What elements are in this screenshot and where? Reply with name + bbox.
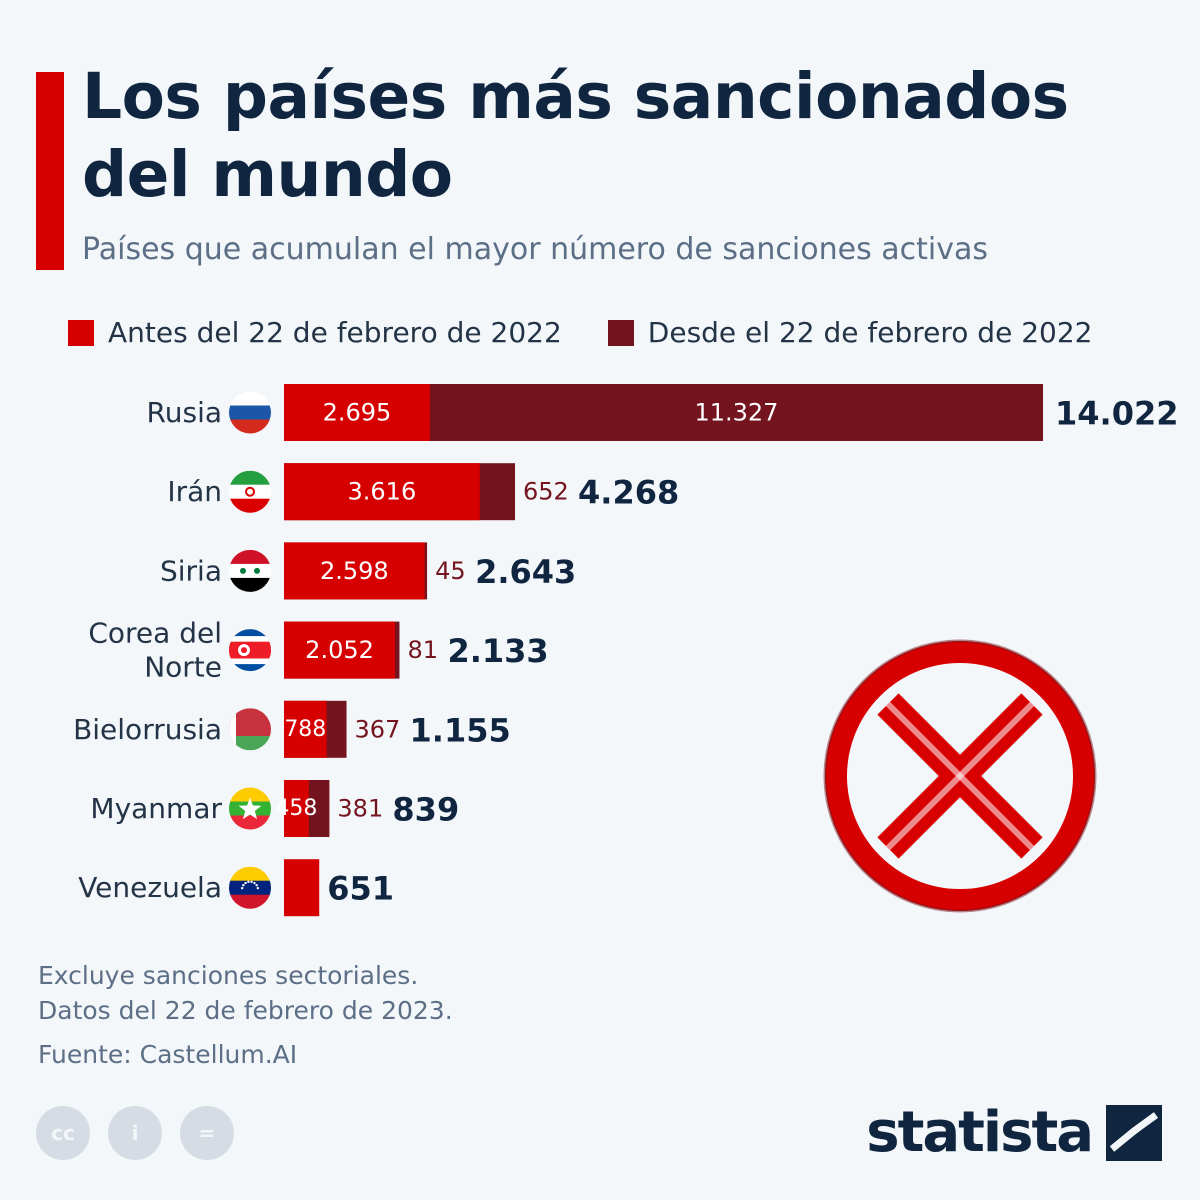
bar-total-label: 4.268 bbox=[578, 474, 679, 512]
russia-flag-icon bbox=[229, 391, 271, 434]
bar-before bbox=[284, 542, 425, 600]
stacked-bar-chart: Rusia 2.695 11.327 14.022 Irán 3.616 652 4.268 S… bbox=[73, 384, 1178, 917]
bar-total-label: 2.643 bbox=[475, 553, 576, 591]
legend-swatch-before bbox=[68, 319, 94, 346]
bar-before bbox=[284, 621, 396, 679]
bar-total-label: 1.155 bbox=[410, 711, 511, 749]
bar-total-label: 651 bbox=[327, 870, 394, 908]
syria-flag-icon bbox=[229, 549, 271, 592]
north-korea-flag-icon bbox=[229, 629, 271, 672]
attribution-icon[interactable]: i bbox=[108, 1106, 162, 1160]
bar-value-before: 788 bbox=[284, 717, 326, 742]
legend-item-before: Antes del 22 de febrero de 2022 bbox=[68, 316, 562, 349]
iran-flag-icon bbox=[229, 470, 271, 513]
legend-item-after: Desde el 22 de febrero de 2022 bbox=[607, 316, 1093, 349]
source-note: Fuente: Castellum.AI bbox=[38, 1040, 298, 1069]
statista-logo-text: statista bbox=[866, 1100, 1094, 1165]
page-subtitle: Países que acumulan el mayor número de s… bbox=[82, 232, 988, 267]
bar-before bbox=[284, 780, 309, 837]
no-derivatives-icon[interactable]: = bbox=[180, 1106, 234, 1160]
chart-legend: Antes del 22 de febrero de 2022 Desde el… bbox=[68, 316, 1138, 349]
category-label: Irán bbox=[167, 475, 222, 508]
chart-notes: Excluye sanciones sectoriales. Datos del… bbox=[38, 958, 453, 1072]
bar-value-before: 2.598 bbox=[320, 557, 389, 585]
bar-value-after: 367 bbox=[355, 715, 401, 743]
title-accent-bar bbox=[36, 72, 64, 270]
bar-value-before: 458 bbox=[275, 796, 317, 821]
bar-before bbox=[284, 463, 480, 521]
cross-mark-icon bbox=[823, 639, 1097, 913]
legend-label-before: Antes del 22 de febrero de 2022 bbox=[108, 316, 562, 349]
legend-label-after: Desde el 22 de febrero de 2022 bbox=[647, 316, 1093, 349]
category-label: Myanmar bbox=[90, 792, 222, 825]
bar-total-label: 2.133 bbox=[447, 632, 548, 670]
category-label: Norte bbox=[144, 651, 222, 684]
belarus-flag-icon bbox=[229, 708, 271, 751]
category-label: Siria bbox=[160, 554, 222, 587]
category-label: Corea del bbox=[88, 617, 222, 650]
license-icons: cc i = bbox=[36, 1106, 252, 1160]
note-data-date: Datos del 22 de febrero de 2023. bbox=[38, 996, 453, 1025]
bar-value-after: 381 bbox=[337, 795, 383, 823]
bar-before bbox=[284, 384, 430, 441]
bar-value-after: 81 bbox=[407, 636, 438, 664]
category-label: Venezuela bbox=[78, 871, 222, 904]
bar-total-label: 839 bbox=[392, 791, 459, 829]
cc-icon[interactable]: cc bbox=[36, 1106, 90, 1160]
bar-before bbox=[284, 859, 320, 917]
bar-value-after: 11.327 bbox=[694, 399, 778, 427]
bar-value-after: 652 bbox=[523, 478, 569, 506]
title-line-1: Los países más sancionados bbox=[82, 60, 1069, 133]
category-label: Bielorrusia bbox=[73, 713, 222, 746]
note-exclusion: Excluye sanciones sectoriales. bbox=[38, 961, 419, 990]
bar-value-before: 2.052 bbox=[305, 636, 374, 664]
bar-value-after: 45 bbox=[435, 557, 466, 585]
category-label: Rusia bbox=[147, 396, 222, 429]
venezuela-flag-icon bbox=[229, 866, 271, 909]
title-line-2: del mundo bbox=[82, 138, 453, 211]
page-title: Los países más sancionados del mundo bbox=[82, 58, 1069, 214]
statista-logo-mark-icon bbox=[1106, 1104, 1162, 1161]
bar-before bbox=[284, 700, 327, 758]
legend-swatch-after bbox=[607, 319, 634, 346]
bar-value-before: 3.616 bbox=[348, 478, 417, 506]
myanmar-flag-icon bbox=[229, 787, 271, 830]
bar-total-label: 14.022 bbox=[1055, 395, 1178, 433]
bar-value-before: 2.695 bbox=[323, 399, 392, 427]
statista-logo[interactable]: statista bbox=[866, 1100, 1162, 1165]
